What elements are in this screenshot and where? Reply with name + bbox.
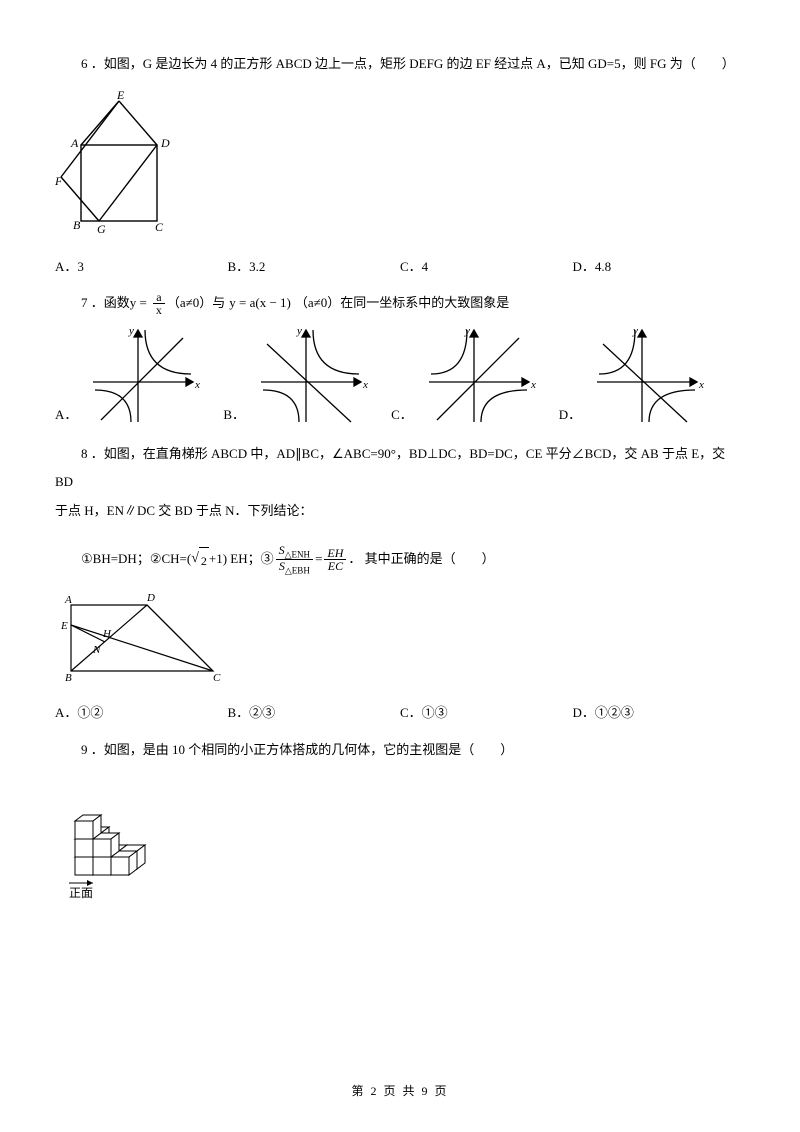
q8-text1: 8 ．如图，在直角梯形 ABCD 中，AD∥BC，∠ABC=90°，BD⊥DC，… (55, 440, 745, 497)
f1ts: △ENH (285, 549, 310, 559)
svg-text:D: D (146, 592, 155, 604)
q8-figure: A D E B C H N (55, 587, 745, 687)
q9-text: 9 ．如图，是由 10 个相同的小正方体搭成的几何体，它的主视图是（ ） (55, 736, 745, 765)
q7-graph-b: x y (251, 322, 371, 432)
q6-optD: D．4.8 (573, 253, 746, 282)
q7-graphs: A． x y B． x y C． (55, 322, 745, 432)
svg-text:y: y (128, 325, 134, 337)
q8-optA: A．①② (55, 699, 228, 728)
eq1-frac: a x (153, 291, 165, 316)
front-label: 正面 (69, 886, 93, 900)
svg-text:A: A (70, 136, 79, 150)
svg-text:H: H (102, 628, 112, 640)
q6-optA: A．3 (55, 253, 228, 282)
svg-text:E: E (60, 620, 68, 632)
eq1-lhs: y = (130, 289, 147, 318)
q6-optB: B．3.2 (228, 253, 401, 282)
svg-text:E: E (116, 91, 125, 102)
q7-eq2: y = a(x − 1) (229, 289, 291, 318)
q8-optB: B．②③ (228, 699, 401, 728)
q7-mid2: （a≠0）在同一坐标系中的大致图象是 (295, 289, 509, 318)
q9-figure: 正面 (55, 777, 745, 907)
sqrt-icon: √2 (191, 544, 209, 575)
q7-text: 7 ．函数 y = a x （a≠0）与 y = a(x − 1) （a≠0）在… (55, 289, 745, 318)
sqrt-arg: 2 (199, 547, 209, 574)
q7-pre: 7 ．函数 (81, 289, 130, 318)
q8-text2: 于点 H，EN∥DC 交 BD 于点 N．下列结论： (55, 497, 745, 526)
q7-graph-d: x y (587, 322, 707, 432)
q8-options: A．①② B．②③ C．①③ D．①②③ (55, 699, 745, 728)
q6-optC: C．4 (400, 253, 573, 282)
q6-figure: A B C D E F G (55, 91, 745, 241)
q7-mid1: （a≠0）与 (167, 289, 225, 318)
svg-text:N: N (92, 644, 101, 656)
q6-options: A．3 B．3.2 C．4 D．4.8 (55, 253, 745, 282)
svg-text:y: y (464, 325, 470, 337)
svg-text:y: y (296, 325, 302, 337)
q8-statements: ①BH=DH；②CH=( √2 +1) EH；③ S△ENH S△EBH = E… (55, 544, 745, 576)
q8-stmt-pre: ①BH=DH；②CH=( (81, 545, 191, 574)
svg-text:C: C (213, 672, 221, 684)
q8-stmt-post: ． 其中正确的是（ ） (348, 545, 494, 574)
f1bs: △EBH (285, 565, 310, 575)
eq1-den: x (153, 304, 165, 316)
q8-stmt-mid: +1) EH；③ (209, 545, 274, 574)
q7-optD: D． (559, 401, 581, 432)
svg-text:B: B (65, 672, 72, 684)
q7-optA: A． (55, 401, 77, 432)
q8-frac1: S△ENH S△EBH (276, 544, 313, 576)
svg-text:x: x (194, 379, 200, 391)
q6-text: 6 ．如图，G 是边长为 4 的正方形 ABCD 边上一点，矩形 DEFG 的边… (55, 50, 745, 79)
svg-text:A: A (64, 594, 72, 606)
f2t: EH (324, 547, 346, 560)
q8-eq: = (315, 545, 322, 574)
q8-optC: C．①③ (400, 699, 573, 728)
q7-graph-a: x y (83, 322, 203, 432)
svg-text:B: B (73, 218, 81, 232)
svg-text:C: C (155, 220, 164, 234)
svg-text:F: F (55, 174, 63, 188)
svg-text:D: D (160, 136, 170, 150)
page-footer: 第 2 页 共 9 页 (0, 1078, 800, 1104)
q8-frac2: EH EC (324, 547, 346, 572)
svg-text:x: x (362, 379, 368, 391)
svg-text:y: y (632, 325, 638, 337)
q7-eq1: y = a x (130, 289, 167, 318)
f2b: EC (325, 560, 346, 572)
svg-text:x: x (530, 379, 536, 391)
svg-text:x: x (698, 379, 704, 391)
svg-text:G: G (97, 222, 106, 236)
q8-optD: D．①②③ (573, 699, 746, 728)
q7-optB: B． (223, 401, 245, 432)
q7-graph-c: x y (419, 322, 539, 432)
q7-optC: C． (391, 401, 413, 432)
